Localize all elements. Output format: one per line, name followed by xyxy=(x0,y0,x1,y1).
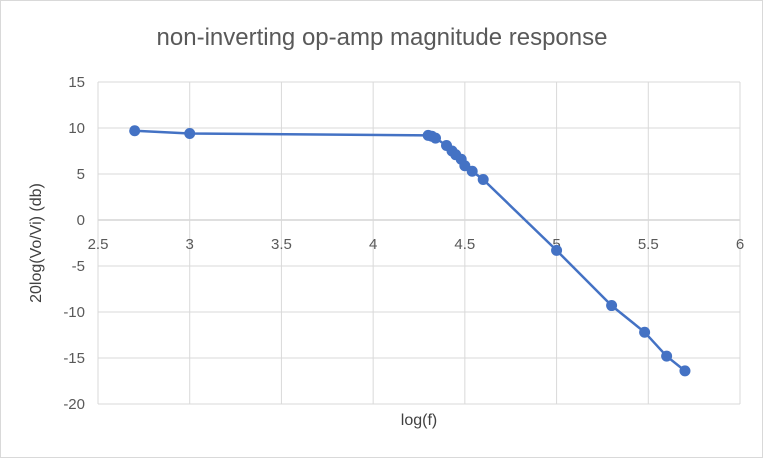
data-point xyxy=(466,165,478,177)
x-tick-label: 6 xyxy=(736,236,744,253)
data-point xyxy=(679,365,691,377)
data-point xyxy=(551,244,563,256)
data-point xyxy=(184,128,196,140)
y-tick-label: -5 xyxy=(72,258,85,275)
y-tick-label: 15 xyxy=(68,74,85,91)
y-tick-label: -20 xyxy=(63,396,85,413)
series-line xyxy=(134,129,686,372)
x-axis-label: log(f) xyxy=(401,412,437,429)
chart-title: non-inverting op-amp magnitude response xyxy=(157,24,608,51)
data-point xyxy=(129,125,141,137)
data-point xyxy=(606,300,618,312)
data-point xyxy=(430,132,442,144)
x-tick-label: 3.5 xyxy=(271,236,292,253)
x-tick-label: 2.5 xyxy=(88,236,109,253)
y-tick-label: 0 xyxy=(77,212,85,229)
x-tick-label: 4 xyxy=(369,236,377,253)
data-point xyxy=(639,326,651,338)
y-tick-label: 5 xyxy=(77,166,85,183)
y-tick-label: -10 xyxy=(63,304,85,321)
x-tick-label: 3 xyxy=(186,236,194,253)
x-tick-label: 4.5 xyxy=(454,236,475,253)
y-axis-label: 20log(Vo/Vi) (db) xyxy=(28,183,45,303)
x-tick-label: 5 xyxy=(552,236,560,253)
data-point xyxy=(661,350,673,362)
x-tick-label: 5.5 xyxy=(638,236,659,253)
data-series xyxy=(129,125,691,377)
tick-labels: 15 10 5 0 -5 -10 -15 -20 2.5 3 3.5 4 4.5 5 5.5 6 xyxy=(63,74,744,413)
y-tick-label: -15 xyxy=(63,350,85,367)
y-tick-label: 10 xyxy=(68,120,85,137)
data-point xyxy=(477,174,489,186)
